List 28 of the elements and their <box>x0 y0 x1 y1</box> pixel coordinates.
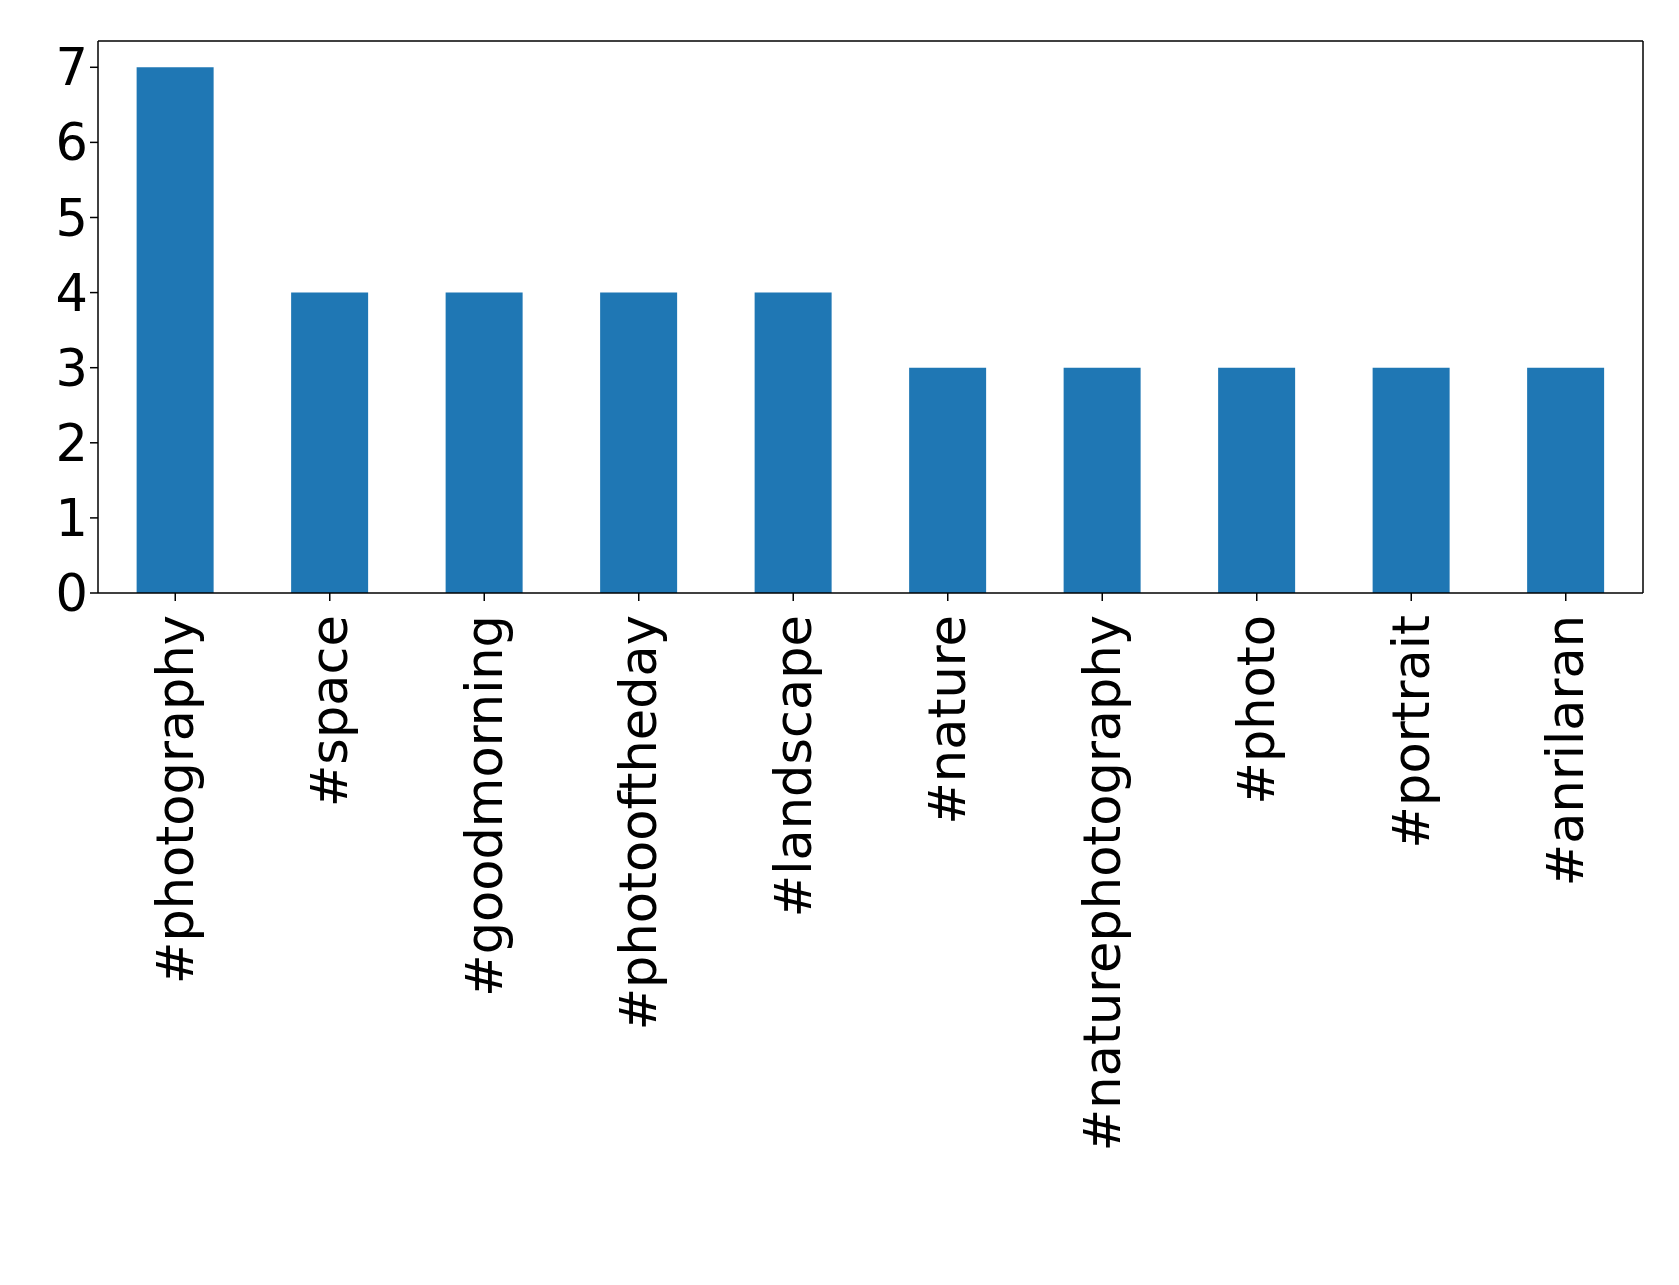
bar <box>445 292 523 593</box>
bar <box>136 67 214 593</box>
y-tick-label: 4 <box>55 263 88 323</box>
bar <box>1527 367 1605 593</box>
bar <box>600 292 678 593</box>
bar <box>1372 367 1450 593</box>
x-tick-label: #photography <box>145 615 205 985</box>
y-tick-label: 3 <box>55 338 88 398</box>
x-tick-label: #landscape <box>763 615 823 918</box>
y-tick-label: 2 <box>55 413 88 473</box>
x-tick-label: #nature <box>918 615 978 825</box>
x-tick-label: #space <box>300 615 360 808</box>
x-tick-label: #photooftheday <box>609 615 669 1031</box>
x-tick-label: #portrait <box>1381 615 1441 849</box>
y-tick-label: 6 <box>55 113 88 173</box>
x-tick-label: #photo <box>1227 615 1287 805</box>
bar <box>1218 367 1296 593</box>
x-tick-label: #goodmorning <box>454 615 514 998</box>
y-tick-label: 5 <box>55 188 88 248</box>
bar <box>1063 367 1141 593</box>
y-tick-label: 1 <box>55 489 88 548</box>
bar <box>291 292 369 593</box>
bar <box>754 292 832 593</box>
y-tick-label: 7 <box>55 38 88 98</box>
x-tick-label: #naturephotography <box>1072 615 1132 1152</box>
x-tick-label: #anrilaran <box>1536 615 1596 887</box>
bar <box>909 367 987 593</box>
y-tick-label: 0 <box>55 564 88 624</box>
